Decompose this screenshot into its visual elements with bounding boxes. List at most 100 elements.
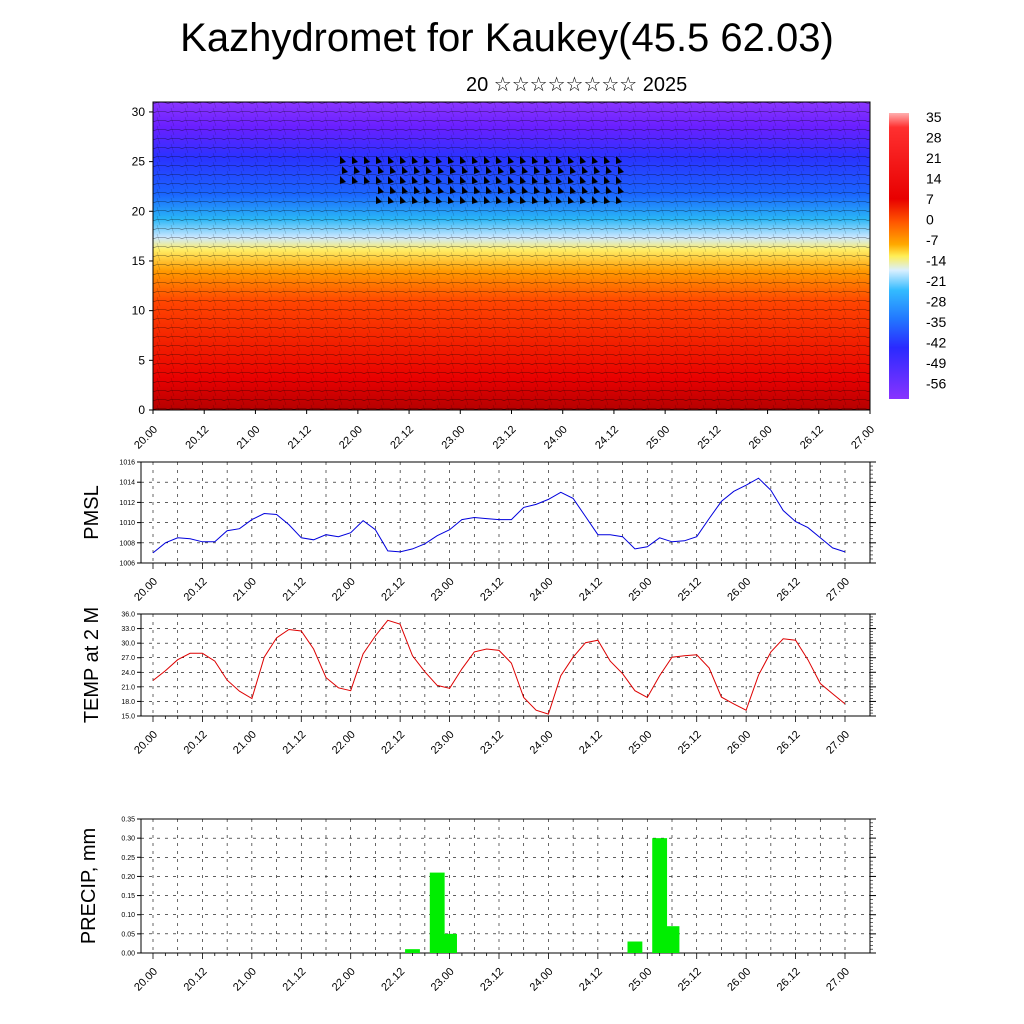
- wind-barb: [438, 186, 444, 194]
- wind-barb: [606, 166, 612, 174]
- y-tick-label: 1014: [119, 480, 135, 487]
- wind-barb: [546, 166, 552, 174]
- wind-barb: [510, 186, 516, 194]
- wind-barb: [376, 196, 382, 204]
- y-tick-label: 27.0: [121, 655, 135, 662]
- x-tick-label: 22.00: [330, 729, 358, 757]
- wind-barb: [388, 176, 394, 184]
- precip-bar: [652, 838, 668, 953]
- x-tick-label: 22.00: [330, 576, 358, 604]
- wind-barb-overlay: [153, 102, 870, 410]
- x-tick-label: 21.00: [231, 729, 259, 757]
- y-tick-label: 33.0: [121, 626, 135, 633]
- y-tick-label: 36.0: [121, 612, 135, 619]
- x-tick-label: 23.12: [478, 576, 506, 604]
- x-tick-label: 20.12: [183, 424, 211, 452]
- wind-barb: [366, 166, 372, 174]
- wind-barb: [592, 176, 598, 184]
- wind-barb: [414, 166, 420, 174]
- y-tick-label: 1006: [119, 561, 135, 568]
- x-tick-label: 25.00: [626, 966, 654, 994]
- wind-barb: [424, 196, 430, 204]
- wind-barb: [604, 156, 610, 164]
- wind-barb: [484, 156, 490, 164]
- x-tick-label: 24.00: [528, 729, 556, 757]
- wind-barb: [568, 176, 574, 184]
- wind-barb: [510, 166, 516, 174]
- precip-bar: [429, 872, 445, 953]
- wind-barb: [532, 196, 538, 204]
- wind-barb: [400, 176, 406, 184]
- wind-barb: [606, 186, 612, 194]
- wind-barb: [496, 176, 502, 184]
- x-tick-label: 26.00: [747, 424, 775, 452]
- colorbar-tick-label: -35: [926, 314, 946, 330]
- x-tick-label: 26.12: [775, 729, 803, 757]
- y-tick-label: 25: [132, 155, 146, 169]
- x-tick-label: 23.00: [429, 729, 457, 757]
- colorbar-tick-label: 0: [926, 212, 934, 228]
- x-tick-label: 25.12: [676, 729, 704, 757]
- wind-barb: [388, 156, 394, 164]
- wind-barb: [388, 196, 394, 204]
- wind-barb: [472, 156, 478, 164]
- x-tick-label: 23.00: [439, 424, 467, 452]
- wind-barb: [378, 166, 384, 174]
- y-tick-label: 18.0: [121, 699, 135, 706]
- wind-barb: [618, 186, 624, 194]
- wind-barb: [460, 196, 466, 204]
- x-tick-label: 26.00: [725, 966, 753, 994]
- wind-barb: [496, 196, 502, 204]
- wind-barb: [436, 156, 442, 164]
- wind-barb: [568, 156, 574, 164]
- wind-barb: [472, 176, 478, 184]
- x-tick-label: 26.12: [798, 424, 826, 452]
- x-tick-label: 25.00: [644, 424, 672, 452]
- y-tick-label: 1012: [119, 500, 135, 507]
- wind-barb: [496, 156, 502, 164]
- wind-barb: [520, 176, 526, 184]
- x-tick-label: 22.12: [388, 424, 416, 452]
- precip-bar: [405, 949, 420, 953]
- y-tick-label: 0.20: [121, 874, 135, 881]
- plot-frame: [140, 818, 871, 954]
- wind-barb: [594, 186, 600, 194]
- colorbar-gradient-bar: [889, 113, 909, 399]
- wind-barb: [354, 166, 360, 174]
- wind-barb: [340, 156, 346, 164]
- x-tick-label: 24.12: [577, 729, 605, 757]
- x-tick-label: 21.12: [280, 729, 308, 757]
- colorbar-tick-label: -14: [926, 253, 946, 269]
- x-tick-label: 25.00: [626, 729, 654, 757]
- y-tick-label: 0: [138, 403, 145, 417]
- x-tick-label: 20.00: [132, 729, 160, 757]
- wind-barb: [426, 166, 432, 174]
- wind-barb: [450, 166, 456, 174]
- wind-barb: [484, 176, 490, 184]
- y-tick-label: 1016: [119, 460, 135, 467]
- precip-bar: [627, 941, 643, 953]
- wind-barb: [436, 176, 442, 184]
- x-tick-label: 21.12: [286, 424, 314, 452]
- wind-barb: [580, 196, 586, 204]
- wind-barb: [462, 166, 468, 174]
- x-tick-label: 24.12: [577, 966, 605, 994]
- wind-barb: [400, 196, 406, 204]
- x-tick-label: 22.12: [379, 966, 407, 994]
- plot-frame: [140, 613, 871, 717]
- wind-barb: [400, 156, 406, 164]
- colorbar: 35 28 21 14 7 0 -7 -14 -21 -28 -35 -42 -49 -56: [889, 109, 946, 399]
- wind-barb: [498, 186, 504, 194]
- wind-barb: [460, 176, 466, 184]
- y-tick-label: 0.35: [121, 817, 135, 824]
- wind-barb: [376, 176, 382, 184]
- y-tick-label: 1010: [119, 520, 135, 527]
- x-tick-label: 22.00: [330, 966, 358, 994]
- chart-subtitle: 20 ☆☆☆☆☆☆☆☆ 2025: [466, 74, 688, 96]
- y-tick-label: 20: [132, 204, 146, 218]
- x-tick-label: 27.00: [824, 576, 852, 604]
- x-tick-label: 23.12: [491, 424, 519, 452]
- wind-barb: [604, 176, 610, 184]
- wind-barb: [342, 166, 348, 174]
- wind-barb: [498, 166, 504, 174]
